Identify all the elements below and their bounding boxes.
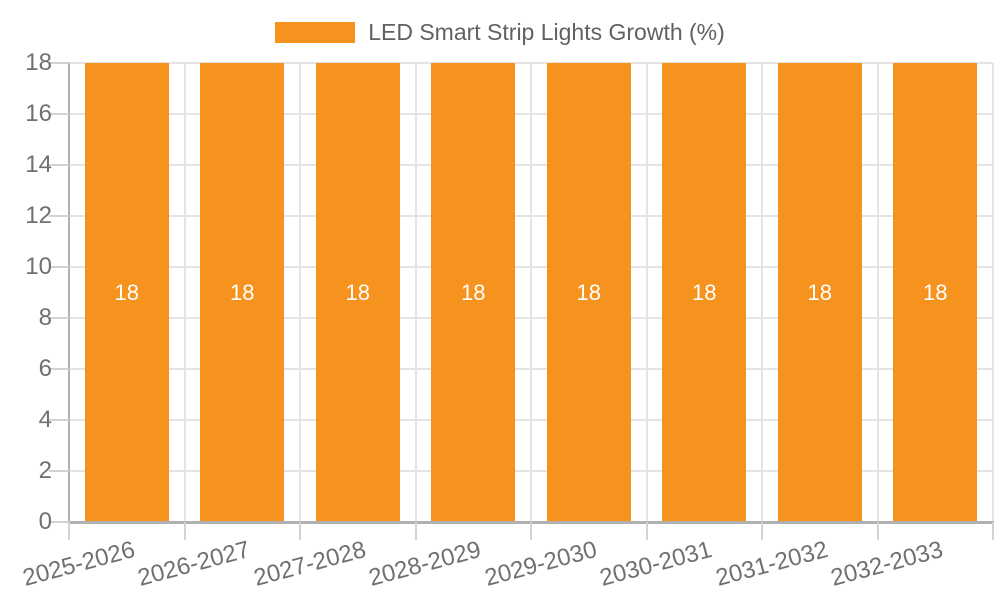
x-axis-label-2030-2031: 2030-2031 xyxy=(597,536,716,592)
y-axis-tick-label: 8 xyxy=(38,304,52,331)
y-axis-tick xyxy=(49,215,69,217)
y-axis-tick-label: 2 xyxy=(38,457,52,484)
y-axis-tick xyxy=(49,62,69,64)
x-axis-tick xyxy=(530,522,532,540)
bar-value-label: 18 xyxy=(807,279,832,305)
y-axis-tick xyxy=(49,368,69,370)
bar-value-label: 18 xyxy=(923,279,948,305)
y-axis-tick xyxy=(49,521,69,523)
y-axis-line xyxy=(68,63,70,540)
gridline-vertical xyxy=(992,63,994,522)
y-axis-tick-label: 10 xyxy=(25,253,52,280)
bar-value-label: 18 xyxy=(345,279,370,305)
y-axis-tick-label: 6 xyxy=(38,355,52,382)
x-axis-tick xyxy=(183,522,186,540)
y-axis-tick-label: 14 xyxy=(25,151,52,178)
y-axis-tick xyxy=(49,266,69,268)
bar-2030-2031[interactable]: 18 xyxy=(662,63,747,522)
bar-value-label: 18 xyxy=(230,279,255,305)
gridline-vertical xyxy=(299,63,301,522)
bar-2031-2032[interactable]: 18 xyxy=(777,63,862,522)
gridline-vertical xyxy=(761,63,763,522)
x-axis-label-2032-2033: 2032-2033 xyxy=(828,536,947,592)
x-axis-label-2025-2026: 2025-2026 xyxy=(19,536,138,592)
bar-2032-2033[interactable]: 18 xyxy=(893,63,978,522)
y-axis-tick-label: 0 xyxy=(38,508,52,535)
bar-value-label: 18 xyxy=(114,279,139,305)
bar-value-label: 18 xyxy=(461,279,486,305)
legend-swatch-icon xyxy=(275,21,356,43)
x-axis-tick xyxy=(414,522,417,540)
bar-2029-2030[interactable]: 18 xyxy=(546,63,631,522)
y-axis-tick-label: 18 xyxy=(25,49,52,76)
y-axis-tick xyxy=(49,419,69,421)
x-axis-tick xyxy=(645,522,648,540)
gridline-vertical xyxy=(645,63,648,522)
y-axis-tick xyxy=(49,470,69,472)
gridline-vertical xyxy=(414,63,417,522)
x-axis-label-2026-2027: 2026-2027 xyxy=(135,536,254,592)
bar-2025-2026[interactable]: 18 xyxy=(84,63,169,522)
bar-2027-2028[interactable]: 18 xyxy=(315,63,400,522)
x-axis-label-2029-2030: 2029-2030 xyxy=(481,536,600,592)
y-axis-tick xyxy=(49,113,69,115)
x-axis-tick xyxy=(299,522,301,540)
plot-area: 18 18 18 18 18 18 18 18 xyxy=(69,62,994,522)
bar-value-label: 18 xyxy=(576,279,601,305)
y-axis-tick-label: 16 xyxy=(25,100,52,127)
bar-2028-2029[interactable]: 18 xyxy=(431,63,516,522)
y-axis-tick xyxy=(49,317,69,319)
x-axis-tick xyxy=(992,522,994,540)
y-axis-tick xyxy=(49,164,69,166)
gridline-vertical xyxy=(530,63,532,522)
y-axis-tick-label: 12 xyxy=(25,202,52,229)
x-axis-label-2027-2028: 2027-2028 xyxy=(250,536,369,592)
legend-label: LED Smart Strip Lights Growth (%) xyxy=(368,19,725,45)
x-axis-tick xyxy=(761,522,763,540)
x-axis-tick xyxy=(68,522,70,540)
bar-2026-2027[interactable]: 18 xyxy=(200,63,285,522)
bar-value-label: 18 xyxy=(692,279,717,305)
x-axis-label-2028-2029: 2028-2029 xyxy=(366,536,485,592)
gridline-vertical xyxy=(876,63,879,522)
x-axis-tick xyxy=(876,522,879,540)
legend[interactable]: LED Smart Strip Lights Growth (%) xyxy=(0,20,1000,44)
x-axis-label-2031-2032: 2031-2032 xyxy=(712,536,831,592)
y-axis-tick-label: 4 xyxy=(38,406,52,433)
gridline-vertical xyxy=(183,63,186,522)
